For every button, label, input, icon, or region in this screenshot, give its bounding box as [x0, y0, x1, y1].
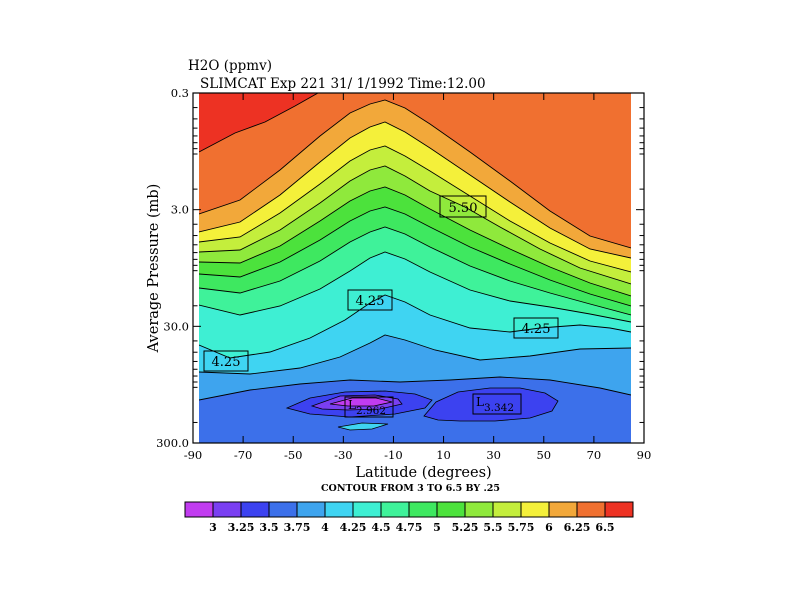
band-fill-above-6.25 [199, 93, 631, 248]
colorbar-cell [604, 501, 634, 518]
contour-line-6.25 [199, 99, 631, 249]
contour-label-box [439, 195, 487, 218]
colorbar-cell [324, 501, 354, 518]
colorbar: 3 3.25 3.5 3.75 4 4.25 4.5 4.75 5 5.25 5.5 5.75 6 6.2… [184, 501, 634, 534]
colorbar-cell [548, 501, 578, 518]
x-tick-label: 90 [637, 448, 652, 462]
minimum-label-box [344, 396, 394, 418]
x-tick-label: -90 [184, 448, 203, 462]
band-fill-above-6.5 [199, 93, 318, 152]
contour-note: CONTOUR FROM 3 TO 6.5 BY .25 [321, 483, 500, 494]
colorbar-cell [464, 501, 494, 518]
minimum-label-box [472, 393, 522, 415]
contour-line-6.5 [199, 93, 319, 153]
contour-bands [199, 93, 631, 443]
contour-label-box [203, 350, 249, 372]
y-tick-label: 300.0 [156, 436, 189, 450]
colorbar-label: 3.75 [284, 521, 311, 534]
contour-label-box [513, 317, 559, 339]
minimum-label-text: L2.962 [348, 398, 386, 417]
contour-label-text: 5.50 [449, 201, 478, 216]
y-tick-label: 0.3 [171, 86, 189, 100]
colorbar-label: 4.5 [371, 521, 390, 534]
colorbar-label: 4 [321, 521, 329, 534]
y-tick-label: 3.0 [171, 203, 189, 217]
minimum-label-text: L3.342 [476, 395, 514, 414]
colorbar-label: 3 [209, 521, 217, 534]
x-tick-label: -30 [334, 448, 353, 462]
plot-frame [192, 92, 645, 444]
contour-label-boxes: 5.50 4.25 4.25 4.25 L2.962 L3.342 [203, 195, 559, 418]
contour-line-4 [199, 334, 631, 375]
chart-subtitle: SLIMCAT Exp 221 31/ 1/1992 Time:12.00 [200, 76, 486, 92]
colorbar-label: 4.75 [396, 521, 423, 534]
colorbar-cell [212, 501, 242, 518]
y-tick-label: 30.0 [163, 319, 189, 333]
y-axis-label: Average Pressure (mb) [146, 184, 162, 354]
colorbar-label: 6.5 [595, 521, 614, 534]
x-tick-label: -10 [384, 448, 403, 462]
colorbar-label: 3.5 [259, 521, 278, 534]
colorbar-cell [240, 501, 270, 518]
contour-line-5.25 [199, 186, 631, 297]
colorbar-label: 5.75 [508, 521, 535, 534]
contour-line-6 [199, 121, 631, 259]
x-tick-label: 30 [486, 448, 501, 462]
colorbar-label: 5.25 [452, 521, 479, 534]
axis-ticks [192, 92, 645, 444]
chart-title: H2O (ppmv) [188, 58, 272, 74]
minimum-patch-4 [423, 387, 559, 422]
contour-line-4.75 [199, 226, 631, 316]
colorbar-cell [380, 501, 410, 518]
contour-label-text: 4.25 [522, 322, 551, 337]
minimum-patch-3 [337, 422, 389, 431]
colorbar-cell [436, 501, 466, 518]
x-tick-label: -50 [284, 448, 303, 462]
colorbar-cell [520, 501, 550, 518]
x-tick-label: 70 [587, 448, 602, 462]
contour-line-4.5 [199, 251, 631, 323]
colorbar-label: 6.25 [564, 521, 591, 534]
colorbar-cell [352, 501, 382, 518]
contour-line-3.75 [199, 376, 631, 401]
x-tick-label: -70 [234, 448, 253, 462]
colorbar-label: 5 [433, 521, 441, 534]
colorbar-label: 6 [545, 521, 553, 534]
contour-line-4.25 [199, 294, 631, 359]
contour-label-box [347, 289, 393, 311]
contour-line-5.75 [199, 145, 631, 273]
colorbar-cell [184, 501, 214, 518]
x-axis-label: Latitude (degrees) [355, 465, 491, 481]
colorbar-label: 4.25 [340, 521, 367, 534]
contour-lines [199, 93, 631, 401]
contour-line-5 [199, 206, 631, 307]
x-tick-label: 50 [536, 448, 551, 462]
contour-label-text: 4.25 [212, 355, 241, 370]
contour-line-5.5 [199, 165, 631, 285]
colorbar-label: 5.5 [483, 521, 502, 534]
x-tick-label: 10 [436, 448, 451, 462]
tick-labels: -90 -70 -50 -30 -10 10 30 50 70 90 0.3 3.0 30.0 300.0 [156, 86, 651, 462]
colorbar-cell [492, 501, 522, 518]
contour-label-text: 4.25 [356, 294, 385, 309]
colorbar-cell [576, 501, 606, 518]
colorbar-label: 3.25 [228, 521, 255, 534]
colorbar-cell [296, 501, 326, 518]
colorbar-cell [408, 501, 438, 518]
colorbar-cell [268, 501, 298, 518]
